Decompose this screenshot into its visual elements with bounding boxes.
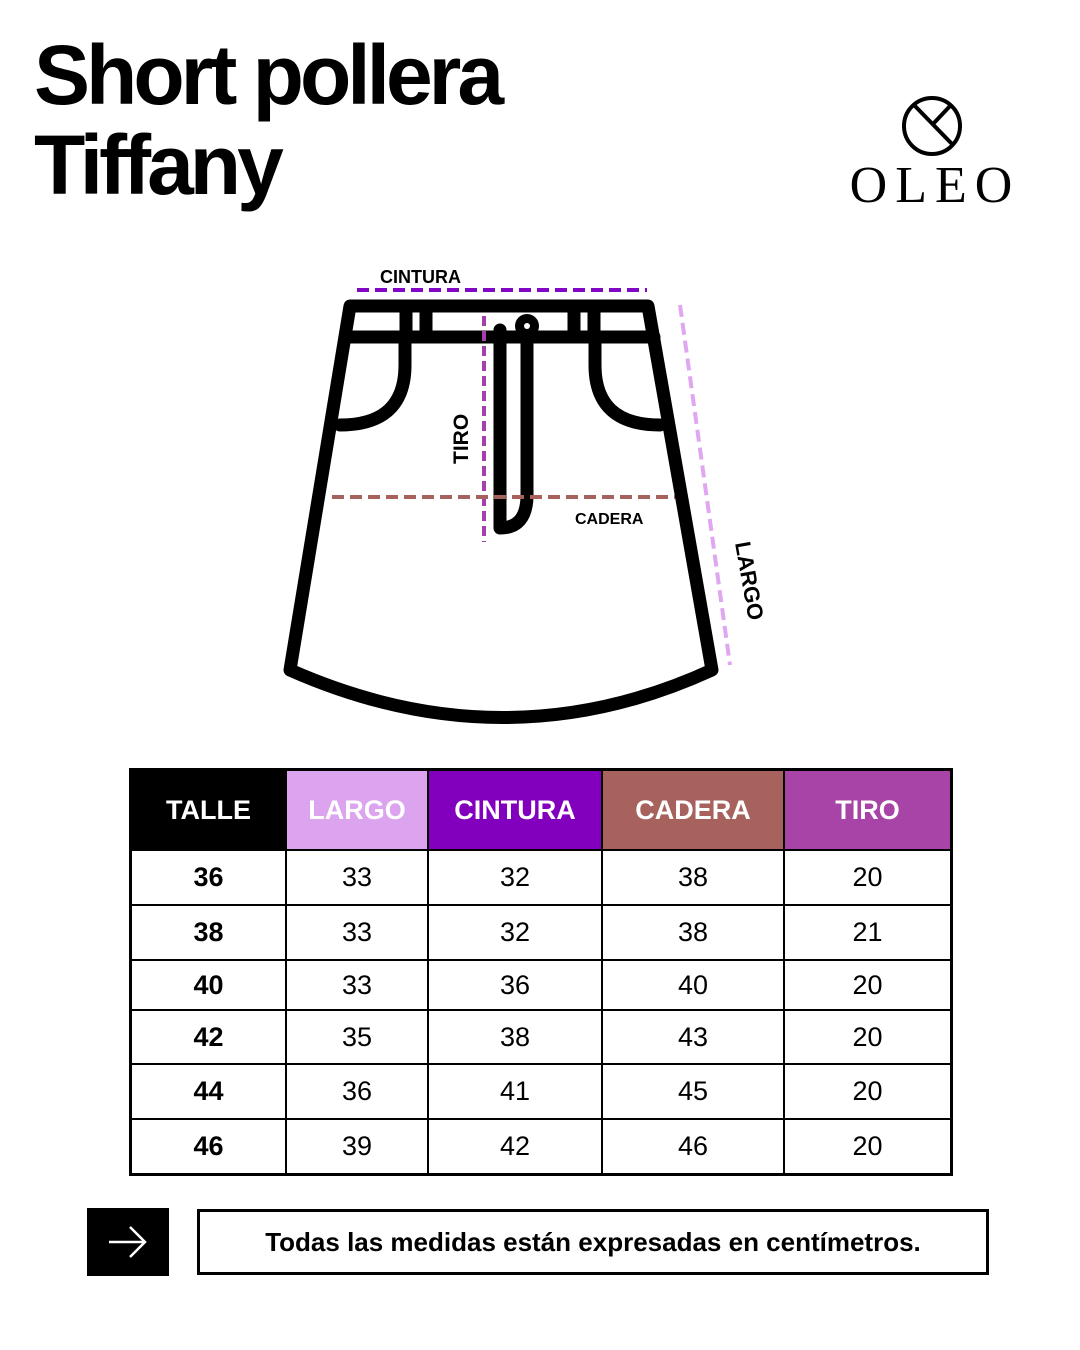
measure-cell: 35	[285, 1009, 429, 1065]
header-talle: TALLE	[129, 768, 287, 851]
cintura-label: CINTURA	[380, 267, 461, 287]
measure-cell: 46	[601, 1118, 785, 1175]
measure-cell: 20	[783, 1118, 953, 1175]
measure-cell: 40	[601, 959, 785, 1011]
measure-cell: 20	[783, 849, 953, 906]
size-cell: 36	[129, 849, 287, 906]
size-table: TALLE LARGO CINTURA CADERA TIRO 36 33 32 38…	[129, 768, 953, 1176]
header-cadera: CADERA	[601, 768, 785, 851]
measure-cell: 33	[285, 849, 429, 906]
title-line-2: Tiffany	[34, 118, 284, 212]
measure-cell: 20	[783, 1009, 953, 1065]
units-note: Todas las medidas están expresadas en ce…	[197, 1209, 989, 1275]
size-cell: 40	[129, 959, 287, 1011]
measure-cell: 33	[285, 959, 429, 1011]
arrow-button	[87, 1208, 169, 1276]
header-cintura: CINTURA	[427, 768, 603, 851]
measure-cell: 39	[285, 1118, 429, 1175]
header-largo: LARGO	[285, 768, 429, 851]
title-line-1: Short pollera	[34, 28, 504, 122]
measure-cell: 41	[427, 1063, 603, 1120]
header-tiro: TIRO	[783, 768, 953, 851]
measure-cell: 21	[783, 904, 953, 961]
measure-cell: 32	[427, 849, 603, 906]
brand-logo: OLEO	[840, 92, 1030, 222]
table-header-row: TALLE LARGO CINTURA CADERA TIRO	[129, 768, 953, 851]
size-cell: 46	[129, 1118, 287, 1175]
size-cell: 38	[129, 904, 287, 961]
brand-name: OLEO	[849, 157, 1021, 214]
largo-line	[678, 304, 732, 666]
size-cell: 44	[129, 1063, 287, 1120]
cadera-label: CADERA	[575, 511, 644, 528]
size-cell: 42	[129, 1009, 287, 1065]
measure-cell: 36	[427, 959, 603, 1011]
table-row: 40 33 36 40 20	[129, 959, 953, 1011]
measure-cell: 42	[427, 1118, 603, 1175]
table-row: 46 39 42 46 20	[129, 1118, 953, 1175]
measure-cell: 38	[601, 849, 785, 906]
measure-cell: 33	[285, 904, 429, 961]
table-row: 44 36 41 45 20	[129, 1063, 953, 1120]
logo-circle-icon	[902, 96, 962, 156]
measure-cell: 32	[427, 904, 603, 961]
measure-cell: 38	[427, 1009, 603, 1065]
largo-label: LARGO	[730, 540, 768, 623]
table-row: 38 33 32 38 21	[129, 904, 953, 961]
table-row: 36 33 32 38 20	[129, 849, 953, 906]
tiro-label: TIRO	[450, 414, 473, 464]
table-row: 42 35 38 43 20	[129, 1009, 953, 1065]
skirt-outline	[283, 299, 719, 724]
page-title: Short pollera Tiffany	[34, 28, 504, 212]
measure-cell: 43	[601, 1009, 785, 1065]
arrow-right-icon	[109, 1226, 147, 1258]
skirt-diagram: CINTURA TIRO CADERA LARGO	[283, 267, 768, 724]
measure-cell: 38	[601, 904, 785, 961]
measure-cell: 20	[783, 959, 953, 1011]
measure-cell: 45	[601, 1063, 785, 1120]
measure-cell: 20	[783, 1063, 953, 1120]
measure-cell: 36	[285, 1063, 429, 1120]
